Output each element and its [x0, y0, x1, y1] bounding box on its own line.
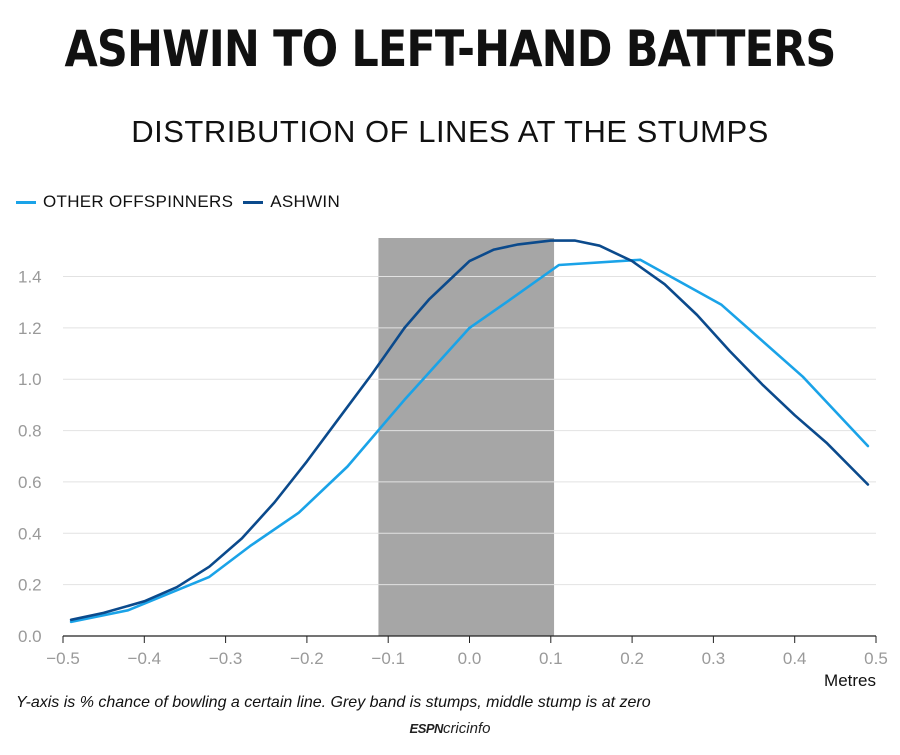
legend-item-ashwin: ASHWIN [243, 192, 340, 212]
line-chart: 0.0 0.2 0.4 0.6 0.8 1.0 1.2 1.4 −0.5 −0.4 −0.3 −0.2… [18, 238, 888, 690]
x-tick-label: −0.3 [209, 649, 243, 668]
y-tick-label: 1.2 [18, 319, 42, 338]
y-tick-label: 0.6 [18, 473, 42, 492]
x-tick-label: −0.1 [371, 649, 405, 668]
logo-cricinfo: cricinfo [442, 720, 491, 737]
legend-label-ashwin: ASHWIN [270, 192, 341, 211]
y-tick-label: 1.4 [18, 268, 42, 287]
x-tick-label: 0.2 [620, 649, 644, 668]
legend-swatch-other-offspinners [16, 200, 36, 204]
logo-espn: ESPN [409, 721, 444, 736]
x-tick-label: 0.5 [864, 649, 888, 668]
legend-item-other-offspinners: OTHER OFFSPINNERS [16, 192, 233, 212]
x-tick-label: 0.0 [458, 649, 482, 668]
series-line-other-offspinners [69, 258, 870, 624]
x-tick-label: −0.5 [46, 649, 80, 668]
legend: OTHER OFFSPINNERS ASHWIN [16, 190, 350, 214]
x-tick-label: 0.3 [702, 649, 726, 668]
y-tick-label: 0.0 [18, 627, 42, 646]
x-tick-label: −0.2 [290, 649, 324, 668]
stumps-band [378, 238, 555, 636]
x-tick-label: −0.4 [128, 649, 162, 668]
chart-title: ASHWIN TO LEFT-HAND BATTERS [64, 20, 836, 78]
chart-caption: Y-axis is % chance of bowling a certain … [16, 694, 651, 711]
y-tick-label: 0.2 [18, 576, 42, 595]
legend-label-other-offspinners: OTHER OFFSPINNERS [43, 192, 234, 211]
y-tick-label: 1.0 [18, 370, 42, 389]
series-line-ashwin [69, 239, 870, 622]
chart-subtitle: DISTRIBUTION OF LINES AT THE STUMPS [131, 114, 769, 149]
y-tick-label: 0.8 [18, 422, 42, 441]
espncricinfo-logo: ESPNcricinfo [0, 720, 900, 737]
x-tick-label: 0.4 [783, 649, 807, 668]
y-tick-label: 0.4 [18, 524, 42, 543]
legend-swatch-ashwin [243, 200, 264, 204]
x-axis-label: Metres [824, 671, 876, 690]
x-tick-label: 0.1 [539, 649, 563, 668]
